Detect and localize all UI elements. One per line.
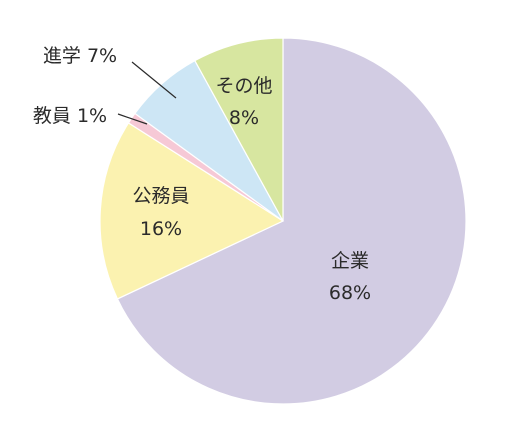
- pie-slice-1: [116, 37, 467, 405]
- slice-label-1: 企業: [331, 250, 369, 272]
- slice-label-3: 教員 1%: [33, 105, 107, 127]
- slice-label-4: 進学 7%: [43, 45, 117, 67]
- leader-lines: [117, 61, 177, 125]
- slice-value-2: 16%: [140, 218, 182, 240]
- slice-label-2: 公務員: [132, 185, 189, 207]
- pie-slices: [99, 37, 467, 405]
- slice-labels: 企業 68% 公務員 16% 教員 1% 進学 7% その他 8%: [33, 45, 371, 304]
- leader-line-4: [131, 61, 177, 99]
- pie-slice-2: [99, 122, 285, 300]
- pie-slice-5: [194, 37, 284, 222]
- leader-line-3: [117, 113, 148, 125]
- slice-value-1: 68%: [329, 282, 371, 304]
- slice-value-5: 8%: [229, 107, 259, 129]
- slice-label-5: その他: [215, 75, 272, 97]
